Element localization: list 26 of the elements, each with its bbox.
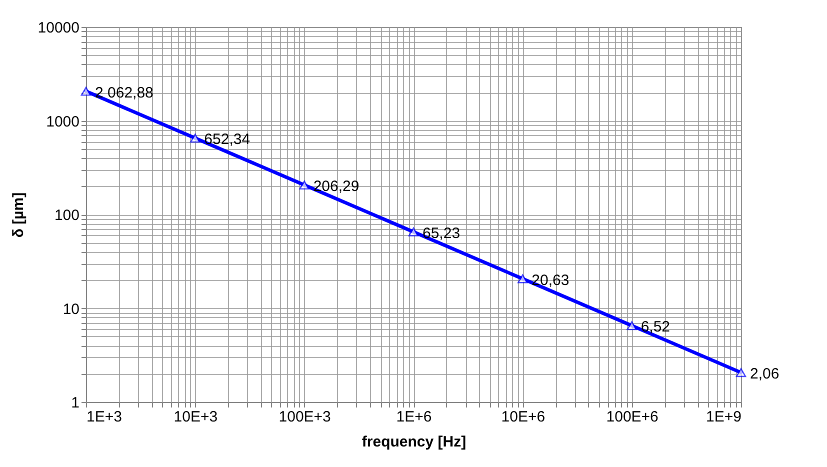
y-tick-label: 10000 <box>38 20 80 36</box>
point <box>299 180 310 190</box>
y-tick-label: 10 <box>62 300 80 318</box>
point <box>736 368 746 378</box>
y-tick-label: 1 <box>71 394 80 412</box>
data-label: 652,34 <box>204 131 250 148</box>
y-tick-label: 1000 <box>46 113 80 130</box>
data-label: 2,06 <box>750 366 780 383</box>
x-tick-label: 10E+3 <box>174 408 218 426</box>
x-tick-label: 1E+9 <box>706 408 742 426</box>
x-tick-label: 100E+6 <box>606 408 658 426</box>
x-tick-label: 1E+6 <box>396 408 432 426</box>
data-label: 206,29 <box>313 178 360 196</box>
y-axis-title: δ [µm] <box>10 192 27 238</box>
point <box>190 134 200 143</box>
y-tick-label: 100 <box>54 207 80 224</box>
x-axis-title: frequency [Hz] <box>362 434 466 450</box>
point <box>408 227 419 236</box>
data-label: 20,63 <box>532 272 570 289</box>
data-label: 6,52 <box>640 318 670 336</box>
x-tick-label: 1E+3 <box>86 408 122 426</box>
point <box>626 321 637 330</box>
x-tick-label: 100E+3 <box>278 408 331 426</box>
data-label: 65,23 <box>422 224 460 242</box>
point <box>518 274 528 284</box>
x-tick-label: 10E+6 <box>501 408 546 426</box>
